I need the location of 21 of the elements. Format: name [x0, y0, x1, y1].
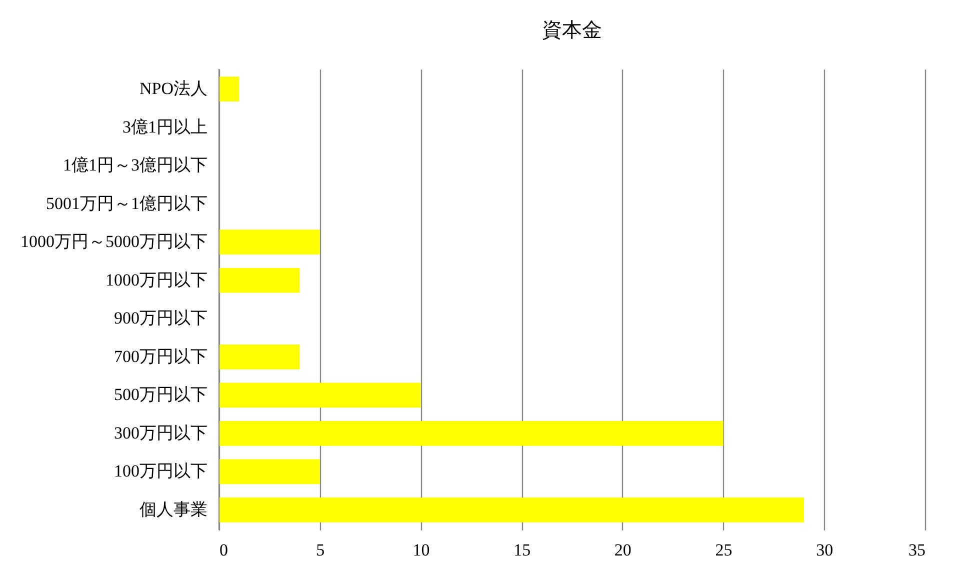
y-tick-label: 5001万円～1億円以下 [46, 194, 208, 213]
x-tick-label: 25 [715, 540, 732, 560]
x-tick-label: 0 [220, 540, 228, 560]
y-tick-label: 700万円以下 [114, 346, 208, 366]
y-tick-label: 1億1円～3億円以下 [63, 156, 208, 175]
x-tick-label: 20 [614, 540, 632, 560]
y-tick-label: 900万円以下 [114, 308, 208, 328]
x-tick-label: 35 [908, 540, 926, 560]
x-tick-label: 30 [816, 540, 834, 560]
y-tick-label: NPO法人 [139, 79, 208, 98]
x-tick-label: 15 [514, 540, 531, 560]
y-tick-label: 個人事業 [140, 500, 208, 519]
chart-title: 資本金 [542, 19, 602, 42]
y-tick-label: 1000万円～5000万円以下 [20, 232, 208, 252]
y-tick-label: 3億1円以上 [122, 117, 208, 136]
x-tick-label: 5 [316, 540, 325, 560]
y-tick-label: 500万円以下 [114, 385, 208, 404]
y-tick-label: 100万円以下 [114, 462, 208, 481]
y-tick-label: 1000万円以下 [106, 270, 208, 290]
x-tick-label: 10 [412, 540, 430, 560]
y-tick-label: 300万円以下 [114, 423, 208, 442]
